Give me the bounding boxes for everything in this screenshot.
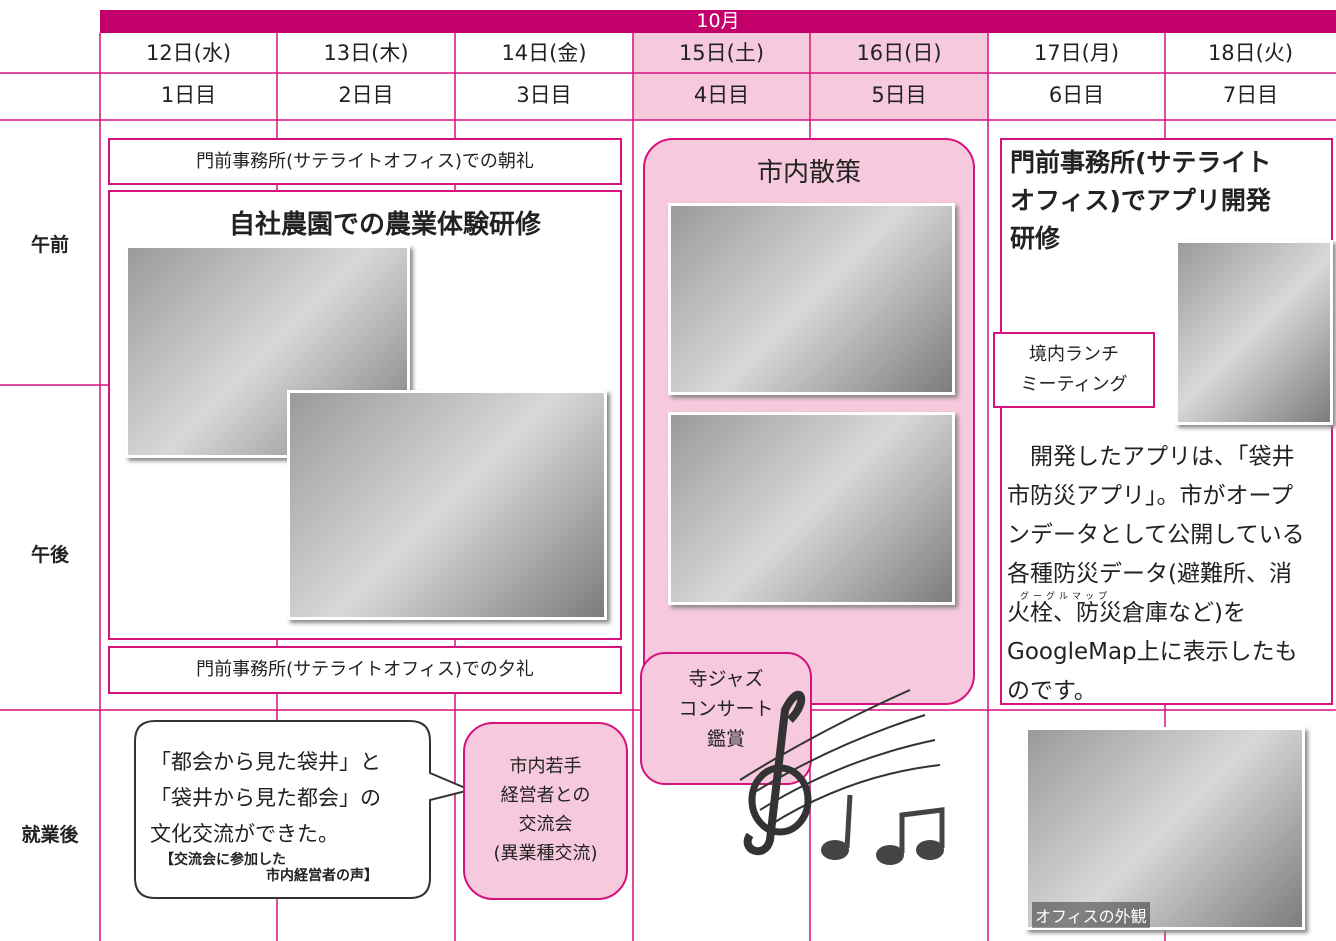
text-line: 交流会	[518, 814, 573, 835]
event-box: 境内ランチミーティング	[993, 332, 1155, 408]
text-line: コンサート	[678, 698, 774, 720]
text-line: 【交流会に参加した	[160, 852, 286, 868]
text-line: 文化交流ができた。	[150, 822, 339, 846]
date-label: 14日(金)	[501, 41, 587, 65]
text-line: 市内若手	[509, 756, 582, 777]
text-line: 市防災アプリ」。市がオープ	[1007, 483, 1294, 509]
day-label: 1日目	[160, 83, 217, 107]
day-label: 6日目	[1048, 83, 1105, 107]
date-label: 18日(火)	[1207, 41, 1294, 65]
photo	[125, 245, 410, 458]
text-line: オフィス)でアプリ開発	[1010, 186, 1271, 215]
date-label: 15日(土)	[678, 41, 765, 65]
event-box: 門前事務所(サテライトオフィス)での朝礼	[108, 138, 622, 185]
date-label: 16日(日)	[856, 41, 942, 65]
period: 就業後	[21, 824, 79, 846]
text-line: GoogleMap上に表示したも	[1007, 639, 1298, 665]
music-notes	[739, 689, 945, 865]
body-text: 開発したアプリは、「袋井 市防災アプリ」。市がオープ ンデータとして公開している 各種…	[1007, 438, 1305, 711]
day-label: 7日目	[1222, 83, 1279, 107]
text-line: 開発したアプリは、「袋井	[1007, 444, 1295, 470]
date-label: 17日(月)	[1033, 41, 1120, 65]
ruby: グーグルマップ	[1020, 592, 1112, 602]
photo	[668, 203, 955, 395]
day-label: 4日目	[693, 83, 750, 107]
event-title: 門前事務所(サテライト オフィス)でアプリ開発 研修	[1002, 140, 1331, 258]
period: 午前	[30, 234, 69, 256]
date-label: 13日(木)	[323, 41, 409, 65]
speech-source: 【交流会に参加した 市内経営者の声】	[160, 852, 378, 884]
event-box: 市内若手経営者との交流会 (異業種交流)	[463, 722, 628, 900]
day-label: 2日目	[338, 83, 394, 107]
event-title: 市内散策	[756, 158, 861, 188]
period: 午後	[30, 544, 69, 566]
text-line: 火栓、防災倉庫など)を	[1007, 600, 1246, 626]
text-line: ンデータとして公開している	[1007, 522, 1305, 548]
text-line: 「袋井から見た都会」の	[150, 786, 381, 810]
date-label: 12日(水)	[145, 41, 232, 65]
text-line: (異業種交流)	[493, 843, 598, 864]
event-box: 門前事務所(サテライトオフィス)での夕礼	[108, 646, 622, 694]
text-line: 各種防災データ(避難所、消	[1007, 561, 1292, 587]
photo	[668, 412, 955, 605]
text-line: 門前事務所(サテライト	[1010, 148, 1272, 177]
text-line: ミーティング	[1020, 374, 1128, 395]
photo	[1025, 727, 1305, 930]
event-title: 自社農園での農業体験研修	[228, 210, 541, 240]
photo	[287, 390, 607, 620]
text-line: 鑑賞	[706, 728, 745, 750]
text-line: 経営者との	[500, 785, 591, 806]
text-line: 寺ジャズ	[688, 668, 764, 690]
photo-caption: オフィスの外観	[1032, 902, 1150, 928]
month: 10月	[696, 10, 740, 32]
text-line: 境内ランチ	[1029, 344, 1119, 365]
month-bar	[100, 10, 1336, 33]
day-label: 3日目	[516, 83, 572, 107]
text-line: 研修	[1010, 224, 1061, 253]
photo	[1175, 240, 1333, 425]
text-line: のです。	[1007, 678, 1097, 704]
day-label: 5日目	[871, 83, 927, 107]
text-line: 「都会から見た袋井」と	[150, 750, 381, 774]
text-line: 市内経営者の声】	[266, 868, 378, 884]
speech-text: 「都会から見た袋井」と 「袋井から見た都会」の 文化交流ができた。	[150, 744, 381, 852]
speech-bubble	[134, 720, 474, 899]
